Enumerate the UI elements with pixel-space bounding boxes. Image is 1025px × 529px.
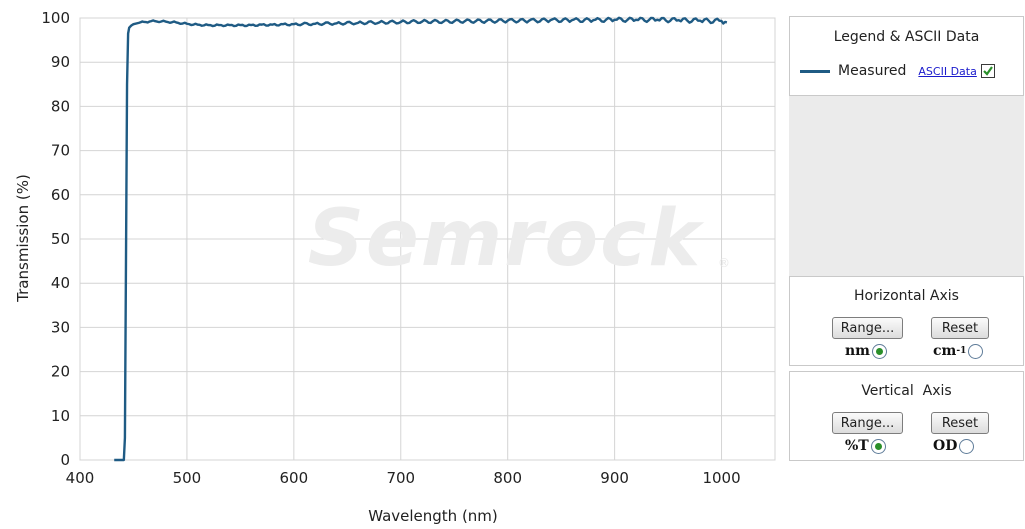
watermark-text: Semrock: [308, 194, 705, 284]
grid-layer: [79, 17, 776, 461]
radio-selected-dot: [874, 442, 882, 450]
legend-series-label: Measured: [838, 63, 907, 79]
y-tick-label: 40: [51, 274, 70, 292]
od-radio[interactable]: [959, 438, 975, 454]
vertical-range-button[interactable]: Range...: [832, 412, 903, 434]
wavenumber-option: cm -1: [933, 342, 984, 360]
transmission-chart: Semrock ® 400 500 600 700 800 900 1000 0 10 20 30…: [14, 9, 776, 525]
y-tick-label: 100: [41, 9, 70, 27]
y-tick-label: 50: [51, 230, 70, 248]
y-tick-label: 60: [51, 186, 70, 204]
chart-svg: Semrock ® 400 500 600 700 800 900 1000 0 10 20 30…: [14, 9, 776, 525]
y-tick-label: 30: [51, 318, 70, 336]
x-tick-label: 1000: [702, 469, 740, 487]
y-tick-label: 20: [51, 363, 70, 381]
legend-entry: Measured ASCII Data: [800, 62, 995, 80]
y-axis-label: Transmission (%): [14, 174, 32, 303]
y-tick-label: 70: [51, 142, 70, 160]
od-option: OD: [933, 437, 975, 455]
legend-panel: Legend & ASCII Data Measured ASCII Data: [789, 16, 1024, 96]
vertical-reset-button[interactable]: Reset: [931, 412, 989, 434]
nm-option: nm: [845, 342, 887, 360]
side-panel: Legend & ASCII Data Measured ASCII Data …: [785, 0, 1025, 529]
horizontal-range-button[interactable]: Range...: [832, 317, 903, 339]
y-tick-label: 80: [51, 97, 70, 115]
nm-radio[interactable]: [872, 343, 887, 359]
y-tick-label: 0: [60, 451, 70, 469]
percent-t-radio[interactable]: [870, 438, 886, 454]
vertical-axis-title: Vertical Axis: [861, 383, 952, 399]
percent-t-option: %T: [845, 437, 886, 455]
x-tick-label: 400: [66, 469, 95, 487]
x-axis-label: Wavelength (nm): [368, 507, 498, 525]
vertical-axis-panel: Vertical Axis Range... Reset %T OD: [789, 371, 1024, 461]
series-layer: [114, 16, 728, 462]
wavenumber-exponent: -1: [956, 346, 967, 356]
watermark-registered-mark: ®: [718, 256, 730, 270]
ascii-data-link[interactable]: ASCII Data: [918, 64, 977, 78]
wavenumber-radio[interactable]: [968, 343, 984, 359]
checkmark-icon: [983, 66, 993, 76]
watermark-layer: Semrock ®: [308, 194, 730, 284]
series-line-measured: [114, 16, 728, 462]
series-visibility-checkbox[interactable]: [980, 64, 995, 78]
radio-selected-dot: [876, 347, 883, 355]
x-tick-label: 500: [173, 469, 202, 487]
horizontal-reset-button[interactable]: Reset: [931, 317, 989, 339]
wavenumber-option-label: cm: [933, 343, 957, 359]
x-tick-label: 900: [600, 469, 629, 487]
y-tick-labels: 0 10 20 30 40 50 60 70 80 90 100: [41, 9, 70, 469]
horizontal-axis-panel: Horizontal Axis Range... Reset nm cm -1: [789, 276, 1024, 366]
od-option-label: OD: [933, 438, 958, 454]
x-tick-label: 800: [493, 469, 522, 487]
legend-panel-title: Legend & ASCII Data: [833, 29, 980, 45]
percent-t-option-label: %T: [845, 438, 869, 454]
x-tick-label: 700: [386, 469, 415, 487]
x-tick-label: 600: [280, 469, 309, 487]
legend-line-swatch: [800, 69, 830, 73]
nm-option-label: nm: [845, 343, 870, 359]
horizontal-axis-title: Horizontal Axis: [854, 288, 959, 304]
y-tick-label: 90: [51, 53, 70, 71]
legend-panel-background: [789, 96, 1024, 276]
y-tick-label: 10: [51, 407, 70, 425]
x-tick-labels: 400 500 600 700 800 900 1000: [66, 469, 741, 487]
